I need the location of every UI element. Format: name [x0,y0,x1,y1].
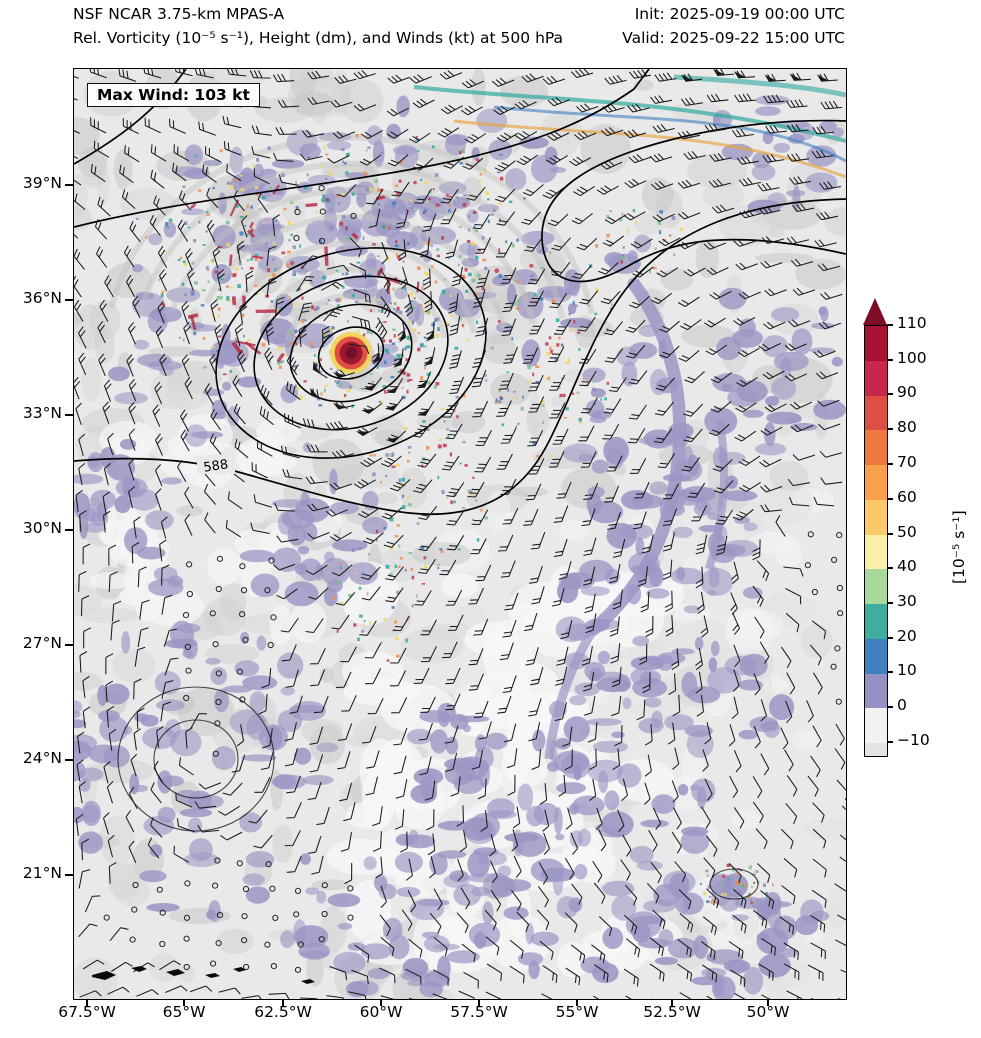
colorbar-segment [865,708,887,743]
colorbar-tick-20: 20 [897,627,917,645]
hurricane-height-rings [215,247,487,459]
lon-tick-mark [183,999,185,1006]
colorbar-tick-70: 70 [897,453,917,471]
contour-label-mask [197,456,235,474]
island [233,967,246,972]
lon-tick-mark [86,999,88,1006]
valid-time: Valid: 2025-09-22 15:00 UTC [622,29,845,47]
wind-barb-layer [74,69,846,999]
colorbar-segment [865,569,887,604]
lon-tick-mark [671,999,673,1006]
weak-low-contours [117,686,759,900]
model-title: NSF NCAR 3.75-km MPAS-A [73,5,285,23]
lat-tick-39n: 39°N [22,174,62,192]
colorbar-tick-mark [887,428,893,430]
colorbar-segment [865,604,887,639]
lat-tick-mark [65,299,73,301]
lon-tick-65w: 65°W [162,1003,206,1021]
lat-tick-33n: 33°N [22,404,62,422]
hurricane-core [330,332,372,374]
colorbar-tick-mark [887,533,893,535]
colorbar-tick-mark [887,602,893,604]
island [131,966,147,972]
colorbar-segment [865,743,887,756]
lon-tick-mark [282,999,284,1006]
height-contour-label: 588 [203,457,230,475]
lon-tick-52-5w: 52.5°W [643,1003,701,1021]
colorbar-tick-mark [887,567,893,569]
colorbar-tick-mark [887,671,893,673]
colorbar-tick-100: 100 [897,349,927,367]
colorbar-tick-mark [887,637,893,639]
lon-tick-67-5w: 67.5°W [58,1003,116,1021]
colorbar-segment [865,499,887,535]
map-canvas: 588 [74,69,846,999]
colorbar-segment [865,326,887,361]
colorbar-tick-80: 80 [897,418,917,436]
colorbar-tick-30: 30 [897,592,917,610]
island [92,971,116,980]
lon-tick-62-5w: 62.5°W [254,1003,312,1021]
islands-layer [92,966,315,984]
lat-tick-36n: 36°N [22,289,62,307]
island [301,979,315,984]
colorbar [864,325,888,757]
hurricane-core-center [345,347,357,359]
colorbar-extend-arrow [863,298,887,325]
lat-tick-21n: 21°N [22,864,62,882]
map-panel: 588 Max Wind: 103 kt [73,68,847,1000]
lat-tick-30n: 30°N [22,519,62,537]
lat-tick-mark [65,414,73,416]
colorbar-tick-50: 50 [897,523,917,541]
colorbar-tick-neg10: −10 [897,731,930,749]
lat-tick-mark [65,644,73,646]
colorbar-tick-mark [887,741,893,743]
lon-tick-57-5w: 57.5°W [450,1003,508,1021]
init-time: Init: 2025-09-19 00:00 UTC [634,5,845,23]
lat-tick-mark [65,759,73,761]
colorbar-tick-mark [887,359,893,361]
colorbar-tick-mark [887,463,893,465]
island [166,969,185,976]
colorbar-segment [865,638,887,674]
colorbar-segment [865,395,887,431]
colorbar-tick-90: 90 [897,383,917,401]
lon-tick-mark [576,999,578,1006]
wave-band-layer [108,74,846,344]
colorbar-tick-60: 60 [897,488,917,506]
lat-tick-27n: 27°N [22,634,62,652]
lon-tick-60w: 60°W [359,1003,403,1021]
lat-tick-24n: 24°N [22,749,62,767]
lat-tick-mark [65,184,73,186]
colorbar-segment [865,465,887,500]
colorbar-tick-mark [887,393,893,395]
colorbar-tick-mark [887,324,893,326]
colorbar-segment [865,360,887,396]
colorbar-tick-40: 40 [897,557,917,575]
colorbar-tick-10: 10 [897,661,917,679]
colorbar-tick-0: 0 [897,696,907,714]
colorbar-segment [865,430,887,465]
lat-tick-mark [65,874,73,876]
lat-tick-mark [65,529,73,531]
max-wind-label: Max Wind: 103 kt [97,86,250,104]
colorbar-tick-mark [887,498,893,500]
fields-subtitle: Rel. Vorticity (10⁻⁵ s⁻¹), Height (dm), … [73,29,564,47]
height-contour [541,119,846,283]
lon-tick-mark [380,999,382,1006]
lon-tick-55w: 55°W [555,1003,599,1021]
colorbar-tick-110: 110 [897,314,927,332]
island [205,973,220,978]
colorbar-segment [865,534,887,570]
lon-tick-50w: 50°W [746,1003,790,1021]
contour-label-group: 588 [197,456,235,476]
colorbar-unit-label: [10⁻⁵ s⁻¹] [950,510,968,584]
colorbar-tick-mark [887,706,893,708]
max-wind-badge: Max Wind: 103 kt [87,83,260,107]
lon-tick-mark [767,999,769,1006]
lon-tick-mark [478,999,480,1006]
colorbar-segment [865,673,887,709]
